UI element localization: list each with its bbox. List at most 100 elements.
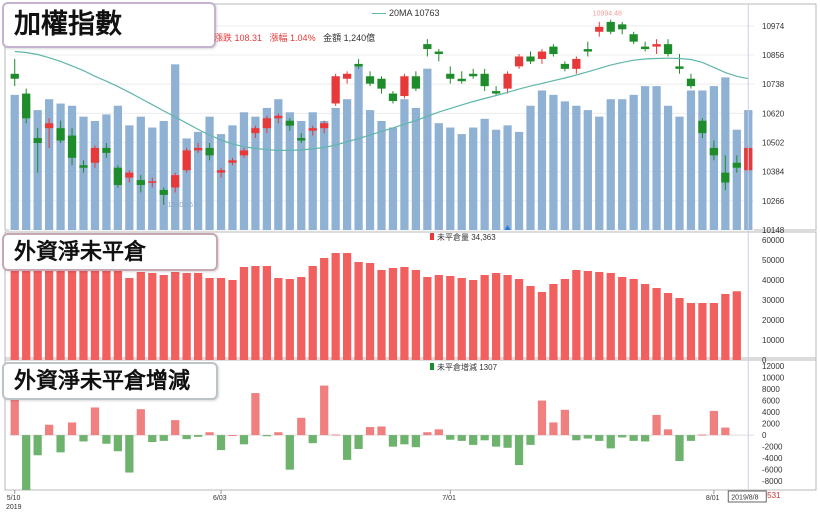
y-tick-label-oi-change: -6000 xyxy=(762,466,783,475)
panel-title-oi-change: 外資淨未平倉增減 xyxy=(2,362,218,400)
volume-bar xyxy=(44,99,54,230)
oi-change-bar xyxy=(365,427,375,436)
oi-change-bar xyxy=(44,424,54,436)
candle-body xyxy=(423,44,432,50)
candle-body xyxy=(480,73,489,87)
volume-bar xyxy=(480,118,489,230)
oi-bar xyxy=(640,284,650,360)
oi-change-legend: 未平倉增減 1307 xyxy=(430,362,497,373)
oi-change-bar xyxy=(503,435,512,448)
y-tick-label-oi-change: 10000 xyxy=(762,374,785,383)
volume-bar xyxy=(686,90,696,230)
oi-bar xyxy=(308,266,317,360)
volume-bar xyxy=(22,103,31,230)
volume-bar xyxy=(583,110,592,230)
oi-bar xyxy=(148,273,157,360)
oi-bar xyxy=(33,262,42,360)
oi-change-bar xyxy=(618,435,627,438)
oi-change-bar xyxy=(721,427,730,436)
candle-body xyxy=(595,26,604,32)
candle-body xyxy=(377,78,386,89)
oi-change-bar xyxy=(159,435,168,441)
oi-bar xyxy=(251,266,260,360)
oi-bar xyxy=(193,273,203,360)
candle-body xyxy=(297,138,306,141)
volume-bar xyxy=(549,94,558,230)
oi-change-bar xyxy=(285,435,294,470)
oi-bar xyxy=(331,253,340,360)
oi-change-bar xyxy=(560,409,570,436)
volume-bar xyxy=(274,99,283,230)
volume-bar xyxy=(469,127,478,230)
oi-change-bar xyxy=(22,435,31,490)
volume-bar xyxy=(400,99,409,230)
oi-change-bar xyxy=(411,435,421,448)
candle-body xyxy=(10,73,19,79)
y-tick-label-oi-change: 2000 xyxy=(762,420,780,429)
oi-bar xyxy=(503,275,512,360)
volume-bar xyxy=(698,90,707,230)
oi-change-bar xyxy=(331,434,340,436)
oi-change-bar xyxy=(606,435,615,449)
oi-change-bar xyxy=(709,410,719,436)
panel-title-oi: 外資淨未平倉 xyxy=(2,233,218,271)
volume-bar xyxy=(67,105,77,230)
candle-body xyxy=(102,147,111,153)
oi-change-bar xyxy=(274,432,283,436)
oi-bar xyxy=(171,272,180,360)
candle-body xyxy=(698,120,707,134)
candle-body xyxy=(365,76,375,84)
oi-change-bar xyxy=(434,429,443,436)
oi-change-bar xyxy=(663,429,673,436)
candle-body xyxy=(113,167,123,186)
volume-bar xyxy=(216,134,226,230)
oi-change-bar xyxy=(193,435,203,437)
oi-change-bar xyxy=(33,435,42,456)
volume-bar xyxy=(652,86,661,231)
candle-body xyxy=(388,93,398,101)
event-marker-icon xyxy=(504,225,511,230)
oi-change-bar xyxy=(90,407,100,436)
candle-body xyxy=(491,91,501,94)
candle-body xyxy=(79,165,88,168)
y-tick-label-oi-change: 0 xyxy=(762,431,767,440)
oi-change-bar xyxy=(262,435,272,437)
y-tick-label-index: 10384 xyxy=(762,168,785,177)
volume-bar xyxy=(595,116,604,230)
low-annotation: 10309.61 xyxy=(168,202,197,209)
candle-body xyxy=(136,180,145,186)
volume-bar xyxy=(675,116,684,230)
oi-change-bar xyxy=(377,426,386,436)
oi-change-bar xyxy=(205,432,214,436)
oi-bar xyxy=(44,264,54,360)
oi-bar xyxy=(365,263,375,360)
oi-change-bar xyxy=(308,435,317,444)
oi-change-bar xyxy=(457,435,466,441)
volume-bar xyxy=(251,116,260,230)
volume-bar xyxy=(434,123,443,230)
volume-bar xyxy=(457,134,466,230)
volume-bar xyxy=(629,94,638,230)
volume-bar xyxy=(79,116,88,230)
oi-change-bar xyxy=(342,435,352,460)
volume-bar xyxy=(262,107,272,230)
candle-body xyxy=(56,128,65,141)
oi-bar xyxy=(469,280,478,360)
y-tick-label-oi-change: -4000 xyxy=(762,454,783,463)
oi-bar xyxy=(205,278,214,360)
oi-change-bar xyxy=(526,435,535,445)
y-tick-label-oi-change: -8000 xyxy=(762,477,783,486)
quote-info: 漲跌 108.31 漲幅 1.04% 金額 1,240億 xyxy=(214,31,375,44)
oi-bar xyxy=(90,259,100,360)
oi-change-bar xyxy=(239,435,249,445)
oi-bar xyxy=(560,279,570,360)
oi-change-bar xyxy=(297,417,306,436)
candle-body xyxy=(320,123,329,129)
oi-change-bar xyxy=(514,435,524,466)
oi-bar xyxy=(618,277,627,360)
x-year-label: 2019 xyxy=(6,504,22,511)
y-tick-label-index: 10974 xyxy=(762,22,785,31)
oi-bar xyxy=(159,275,168,360)
volume-bar xyxy=(342,99,352,230)
volume-bar xyxy=(285,112,294,230)
